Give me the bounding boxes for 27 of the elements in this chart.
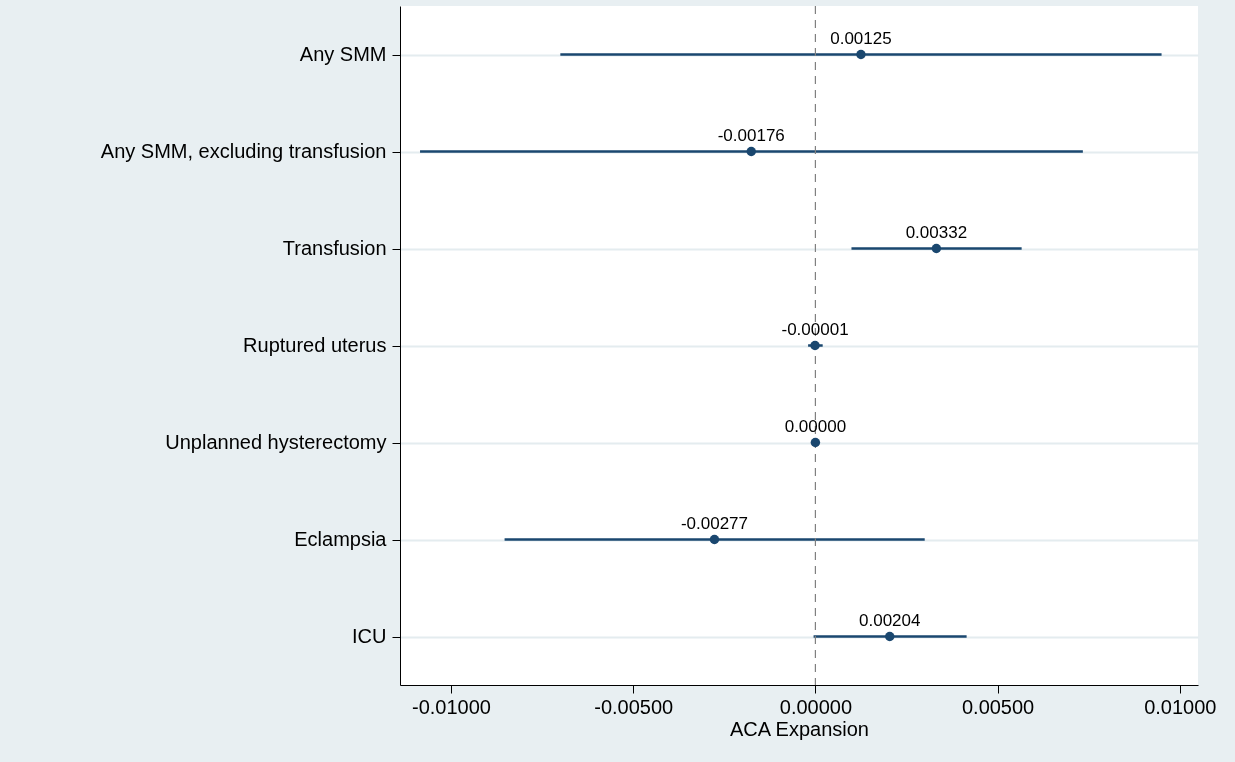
data-label: 0.00204 <box>859 610 921 630</box>
point <box>709 534 720 545</box>
y-tick-label: Any SMM <box>299 43 387 65</box>
point <box>931 243 942 254</box>
x-axis-title: ACA Expansion <box>730 717 869 740</box>
data-label: 0.00000 <box>784 416 847 436</box>
y-tick-label: ICU <box>352 625 387 647</box>
data-label: 0.00125 <box>830 28 892 48</box>
point <box>810 340 820 351</box>
data-label: -0.00277 <box>680 513 749 533</box>
data-label: -0.00001 <box>781 319 849 339</box>
point <box>746 146 757 157</box>
y-tick-label: Any SMM, excluding transfusion <box>100 140 387 162</box>
y-tick-label: Unplanned hysterectomy <box>165 431 387 453</box>
x-tick-label: -0.01000 <box>412 695 491 718</box>
data-label: -0.00176 <box>717 125 785 145</box>
point <box>856 49 866 60</box>
data-label: 0.00332 <box>905 222 968 242</box>
y-tick-label: Eclampsia <box>294 528 388 550</box>
y-tick-label: Ruptured uterus <box>243 334 387 356</box>
y-tick-label: Transfusion <box>282 237 387 259</box>
x-tick-label: 0.00500 <box>961 695 1035 718</box>
x-tick-label: -0.00500 <box>594 695 674 718</box>
x-tick-label: 0.01000 <box>1144 695 1217 718</box>
x-tick-label: 0.00000 <box>779 695 853 718</box>
point <box>884 631 895 642</box>
point <box>810 437 821 448</box>
